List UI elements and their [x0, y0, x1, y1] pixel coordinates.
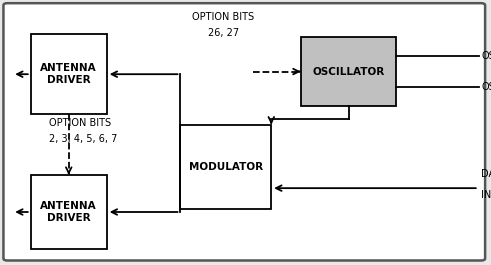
Text: OSCOUT: OSCOUT [481, 82, 491, 92]
Text: DATA: DATA [481, 169, 491, 179]
Text: OSCIN: OSCIN [481, 51, 491, 61]
FancyBboxPatch shape [3, 3, 485, 260]
Text: OSCILLATOR: OSCILLATOR [312, 67, 385, 77]
Bar [31, 175, 107, 249]
Text: OPTION BITS: OPTION BITS [49, 118, 111, 128]
Text: INPUT: INPUT [481, 190, 491, 200]
Bar [181, 125, 271, 209]
Text: ANTENNA
DRIVER: ANTENNA DRIVER [40, 63, 97, 85]
Text: ANTENNA
DRIVER: ANTENNA DRIVER [40, 201, 97, 223]
Text: OPTION BITS: OPTION BITS [192, 12, 254, 22]
Text: 2, 3, 4, 5, 6, 7: 2, 3, 4, 5, 6, 7 [49, 134, 117, 144]
Bar [300, 37, 396, 106]
Text: MODULATOR: MODULATOR [189, 162, 263, 172]
Bar [31, 34, 107, 114]
Text: 26, 27: 26, 27 [208, 28, 239, 38]
